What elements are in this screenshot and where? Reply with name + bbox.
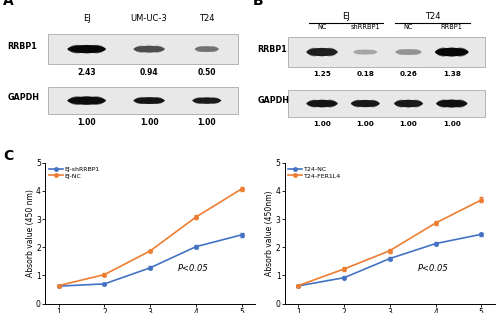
Text: B: B bbox=[252, 0, 263, 8]
Ellipse shape bbox=[134, 97, 164, 104]
Ellipse shape bbox=[316, 100, 328, 107]
Text: P<0.05: P<0.05 bbox=[418, 264, 448, 273]
Text: 1.00: 1.00 bbox=[198, 118, 216, 127]
Ellipse shape bbox=[359, 100, 372, 107]
Ellipse shape bbox=[208, 46, 218, 52]
Ellipse shape bbox=[306, 100, 338, 107]
Ellipse shape bbox=[192, 98, 221, 104]
Ellipse shape bbox=[78, 96, 94, 105]
Ellipse shape bbox=[200, 97, 213, 104]
Ellipse shape bbox=[402, 100, 414, 107]
Ellipse shape bbox=[394, 100, 423, 107]
Ellipse shape bbox=[396, 49, 421, 55]
Ellipse shape bbox=[142, 97, 156, 104]
Ellipse shape bbox=[208, 97, 220, 104]
Ellipse shape bbox=[360, 49, 370, 54]
Text: 0.18: 0.18 bbox=[356, 71, 374, 77]
Text: RRBP1: RRBP1 bbox=[8, 42, 37, 51]
FancyBboxPatch shape bbox=[288, 90, 486, 117]
Text: 0.26: 0.26 bbox=[400, 71, 417, 77]
Ellipse shape bbox=[68, 45, 106, 53]
Text: 0.50: 0.50 bbox=[198, 68, 216, 77]
Ellipse shape bbox=[69, 96, 85, 105]
Ellipse shape bbox=[68, 96, 106, 105]
Text: A: A bbox=[2, 0, 14, 8]
Ellipse shape bbox=[403, 49, 414, 55]
Ellipse shape bbox=[354, 49, 364, 54]
Ellipse shape bbox=[134, 46, 164, 52]
Text: 1.00: 1.00 bbox=[78, 118, 96, 127]
Ellipse shape bbox=[436, 100, 468, 107]
Text: 1.00: 1.00 bbox=[313, 121, 331, 127]
Ellipse shape bbox=[196, 46, 206, 52]
Ellipse shape bbox=[88, 45, 104, 53]
Ellipse shape bbox=[366, 100, 378, 107]
Ellipse shape bbox=[306, 48, 338, 56]
Ellipse shape bbox=[435, 48, 468, 56]
Ellipse shape bbox=[316, 48, 328, 56]
Ellipse shape bbox=[445, 100, 458, 108]
Ellipse shape bbox=[410, 49, 420, 55]
Text: 1.00: 1.00 bbox=[356, 121, 374, 127]
Ellipse shape bbox=[453, 48, 467, 57]
Ellipse shape bbox=[150, 97, 164, 104]
Ellipse shape bbox=[195, 46, 219, 52]
Text: 1.00: 1.00 bbox=[400, 121, 417, 127]
Text: NC: NC bbox=[404, 24, 413, 30]
Ellipse shape bbox=[324, 48, 336, 56]
Ellipse shape bbox=[438, 100, 450, 108]
Text: 2.43: 2.43 bbox=[78, 68, 96, 77]
Ellipse shape bbox=[366, 49, 376, 54]
FancyBboxPatch shape bbox=[48, 87, 238, 114]
Ellipse shape bbox=[410, 100, 422, 107]
Y-axis label: Absorb value (450nm): Absorb value (450nm) bbox=[266, 190, 274, 276]
Text: NC: NC bbox=[318, 24, 327, 30]
Text: 1.25: 1.25 bbox=[313, 71, 331, 77]
Ellipse shape bbox=[194, 97, 205, 104]
Text: P<0.05: P<0.05 bbox=[178, 264, 208, 273]
Text: RRBP1: RRBP1 bbox=[257, 45, 287, 54]
Text: UM-UC-3: UM-UC-3 bbox=[130, 14, 168, 23]
Ellipse shape bbox=[308, 48, 321, 56]
Text: 1.00: 1.00 bbox=[140, 118, 158, 127]
Ellipse shape bbox=[436, 48, 450, 57]
Ellipse shape bbox=[396, 100, 407, 107]
Text: GAPDH: GAPDH bbox=[257, 96, 289, 105]
Ellipse shape bbox=[135, 46, 148, 53]
Text: EJ: EJ bbox=[83, 14, 90, 23]
Text: C: C bbox=[3, 149, 13, 163]
Text: shRRBP1: shRRBP1 bbox=[350, 24, 380, 30]
FancyBboxPatch shape bbox=[288, 37, 486, 67]
Ellipse shape bbox=[444, 48, 459, 57]
Ellipse shape bbox=[202, 46, 212, 52]
Ellipse shape bbox=[352, 100, 364, 107]
Text: EJ: EJ bbox=[342, 12, 350, 21]
Legend: EJ-shRRBP1, EJ-NC: EJ-shRRBP1, EJ-NC bbox=[48, 166, 100, 179]
Ellipse shape bbox=[78, 45, 94, 53]
Text: 0.94: 0.94 bbox=[140, 68, 158, 77]
Text: T24: T24 bbox=[425, 12, 440, 21]
Ellipse shape bbox=[135, 97, 148, 104]
Ellipse shape bbox=[308, 100, 321, 107]
FancyBboxPatch shape bbox=[48, 34, 238, 64]
Ellipse shape bbox=[396, 49, 407, 55]
Ellipse shape bbox=[150, 46, 164, 53]
Ellipse shape bbox=[142, 46, 156, 53]
Ellipse shape bbox=[324, 100, 336, 107]
Ellipse shape bbox=[88, 96, 104, 105]
Ellipse shape bbox=[351, 100, 380, 107]
Y-axis label: Absorb value (450 nm): Absorb value (450 nm) bbox=[26, 189, 35, 277]
Text: T24: T24 bbox=[199, 14, 214, 23]
Ellipse shape bbox=[453, 100, 466, 108]
Legend: T24-NC, T24-FER1L4: T24-NC, T24-FER1L4 bbox=[288, 166, 342, 179]
Text: 1.38: 1.38 bbox=[443, 71, 460, 77]
Ellipse shape bbox=[354, 50, 378, 54]
Ellipse shape bbox=[69, 45, 85, 53]
Text: 1.00: 1.00 bbox=[443, 121, 460, 127]
Text: GAPDH: GAPDH bbox=[8, 93, 40, 102]
Text: RRBP1: RRBP1 bbox=[441, 24, 462, 30]
